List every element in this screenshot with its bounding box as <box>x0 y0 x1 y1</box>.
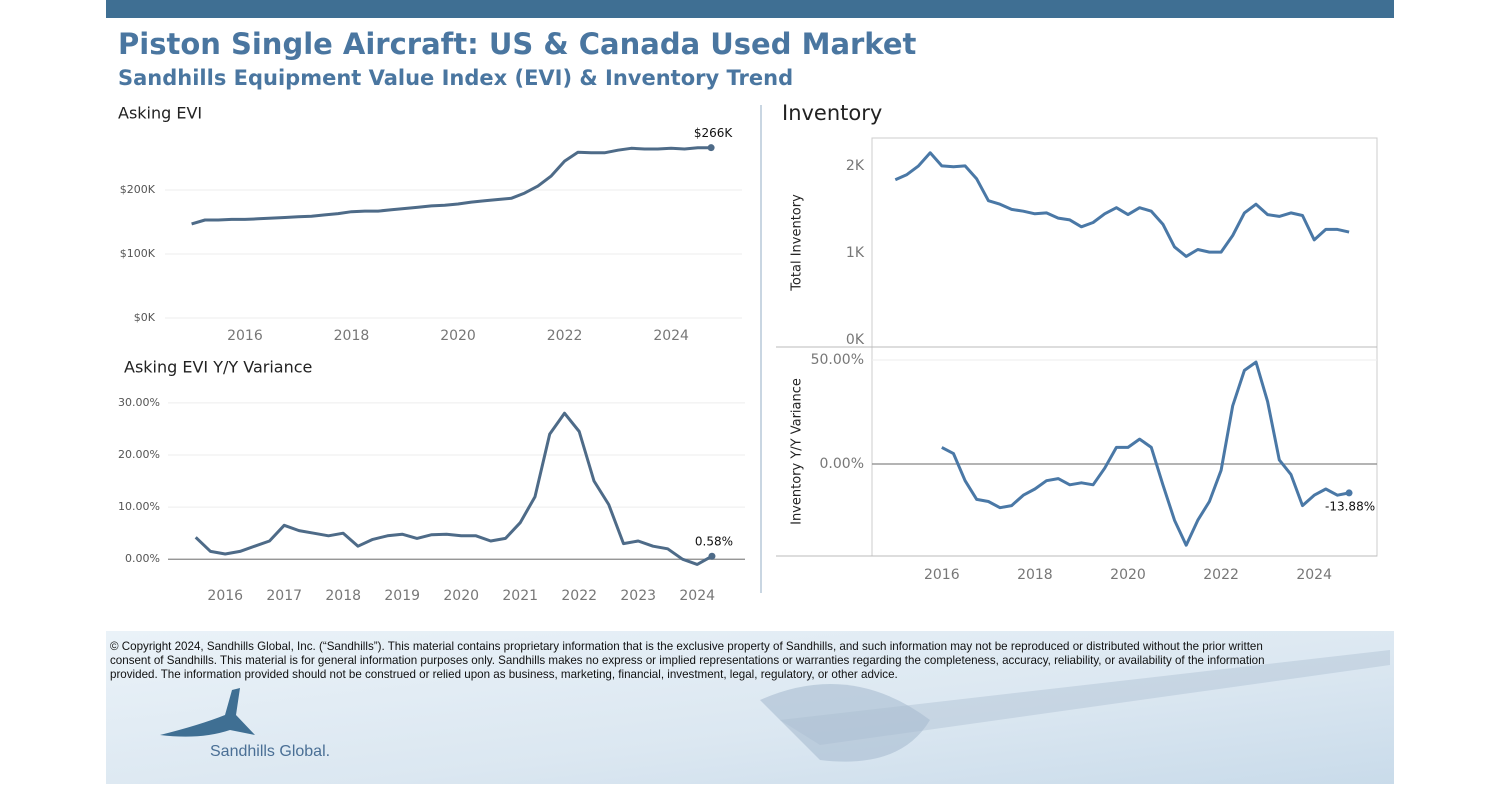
y-tick-label: $0K <box>134 311 156 324</box>
x-tick-label: 2023 <box>620 588 656 604</box>
x-tick-label: 2024 <box>1296 567 1332 583</box>
copyright-line: provided. The information provided shoul… <box>110 668 898 681</box>
logo-bird <box>160 688 255 737</box>
plane-body <box>760 684 930 762</box>
x-tick-label: 2020 <box>440 328 476 344</box>
y-tick-label: $200K <box>120 183 156 196</box>
y-tick-label: 30.00% <box>118 396 160 409</box>
footer-band <box>106 631 1394 784</box>
x-tick-label: 2018 <box>325 588 361 604</box>
page-title: Piston Single Aircraft: US & Canada Used… <box>118 27 916 61</box>
end-dot <box>708 552 716 560</box>
y-tick-label: 0.00% <box>820 456 864 472</box>
y-axis-title: Inventory Y/Y Variance <box>790 378 805 525</box>
value-label: -13.88% <box>1325 499 1375 513</box>
y-tick-label: 0.00% <box>125 552 160 565</box>
y-tick-label: 50.00% <box>811 352 864 368</box>
x-tick-label: 2018 <box>1017 567 1053 583</box>
x-tick-label: 2020 <box>443 588 479 604</box>
x-tick-label: 2020 <box>1110 567 1146 583</box>
data-line <box>194 411 713 566</box>
logo-text: Sandhills Global. <box>210 743 330 760</box>
x-tick-label: 2022 <box>1203 567 1239 583</box>
data-line <box>941 360 1350 547</box>
y-tick-label: 20.00% <box>118 448 160 461</box>
x-tick-label: 2019 <box>384 588 420 604</box>
x-tick-label: 2018 <box>334 328 370 344</box>
end-dot <box>707 144 715 152</box>
top-bar <box>106 0 1394 18</box>
x-tick-label: 2022 <box>547 328 583 344</box>
plane-wing <box>780 650 1390 745</box>
data-line <box>894 151 1350 258</box>
copyright-line: © Copyright 2024, Sandhills Global, Inc.… <box>110 640 1263 653</box>
chart-title: Inventory <box>782 101 882 125</box>
x-tick-label: 2016 <box>207 588 243 604</box>
y-axis-title: Total Inventory <box>790 194 805 292</box>
value-label: $266K <box>694 126 734 140</box>
x-tick-label: 2016 <box>924 567 960 583</box>
x-tick-label: 2017 <box>266 588 302 604</box>
chart-title: Asking EVI <box>118 104 202 123</box>
y-tick-label: 2K <box>846 158 865 174</box>
value-label: 0.58% <box>695 535 733 549</box>
x-tick-label: 2016 <box>227 328 263 344</box>
page-subtitle: Sandhills Equipment Value Index (EVI) & … <box>118 66 793 90</box>
x-tick-label: 2021 <box>502 588 538 604</box>
chart-title: Asking EVI Y/Y Variance <box>124 358 312 377</box>
y-tick-label: $100K <box>120 247 156 260</box>
x-tick-label: 2024 <box>653 328 689 344</box>
y-tick-label: 0K <box>846 332 865 348</box>
data-line <box>191 146 712 226</box>
x-tick-label: 2022 <box>561 588 597 604</box>
y-tick-label: 10.00% <box>118 500 160 513</box>
end-dot <box>1345 489 1353 497</box>
y-tick-label: 1K <box>846 245 865 261</box>
copyright-line: consent of Sandhills. This material is f… <box>110 654 1265 667</box>
x-tick-label: 2024 <box>679 588 715 604</box>
